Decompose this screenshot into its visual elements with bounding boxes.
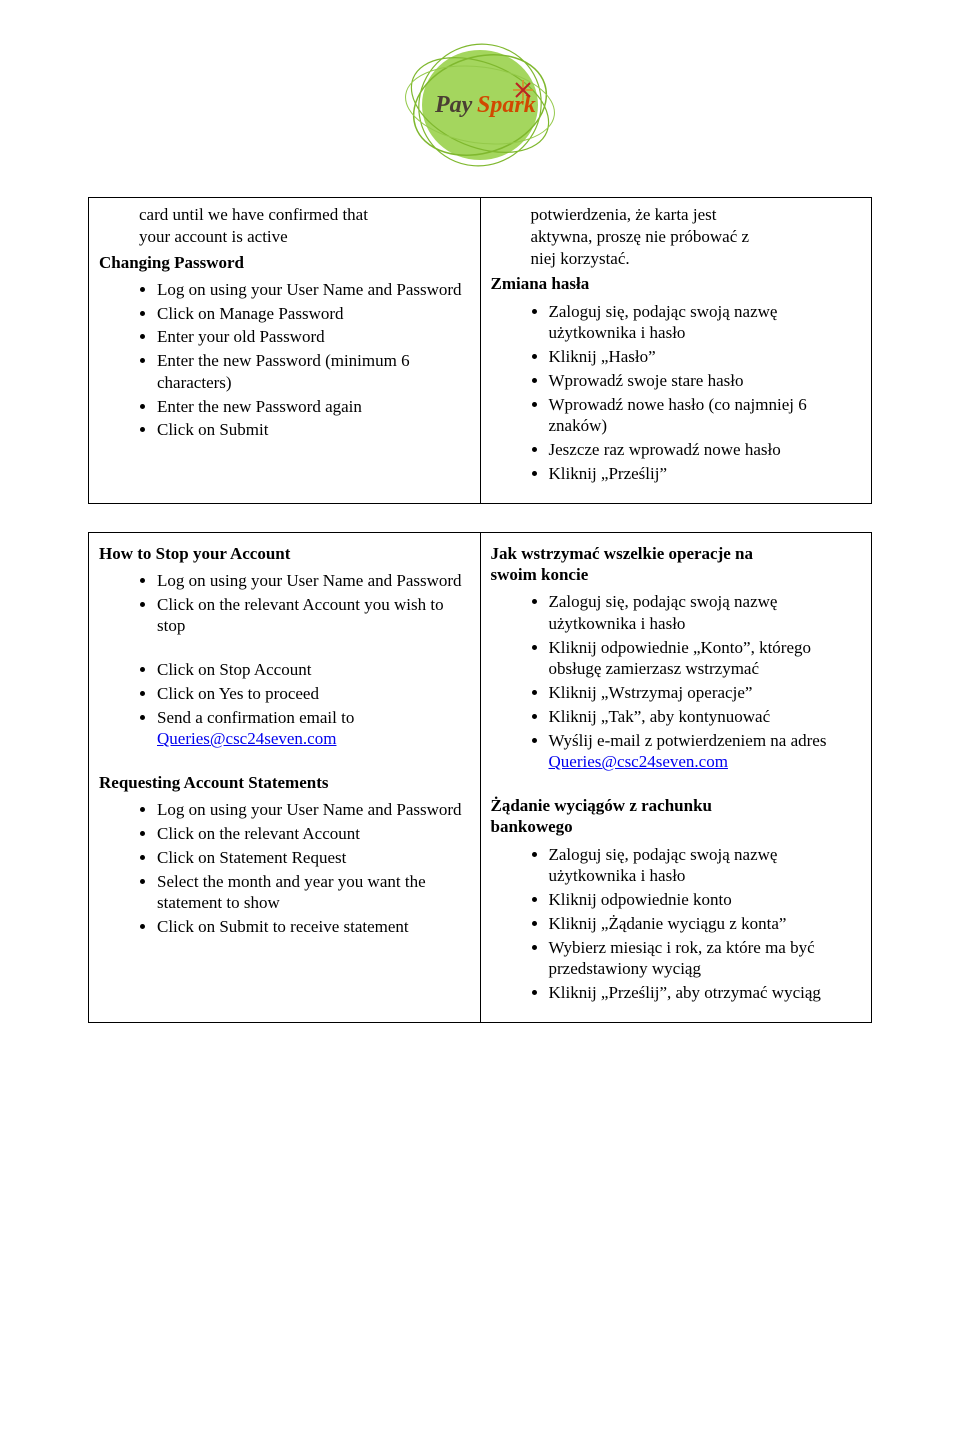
list-item: Enter the new Password (minimum 6 charac…: [157, 350, 470, 394]
heading-stop-account: How to Stop your Account: [99, 543, 470, 564]
list-item: Kliknij „Prześlij”: [549, 463, 862, 485]
email-link[interactable]: Queries@csc24seven.com: [157, 729, 336, 748]
list-item: Jeszcze raz wprowadź nowe hasło: [549, 439, 862, 461]
email-link[interactable]: Queries@csc24seven.com: [549, 752, 728, 771]
list-item: Wprowadź nowe hasło (co najmniej 6 znakó…: [549, 394, 862, 438]
list-item: Kliknij „Tak”, aby kontynuować: [549, 706, 862, 728]
list-item: Zaloguj się, podając swoją nazwę użytkow…: [549, 301, 862, 345]
logo-container: Pay Spark: [88, 30, 872, 185]
list-item: Click on Statement Request: [157, 847, 470, 869]
list-item: Kliknij „Żądanie wyciągu z konta”: [549, 913, 862, 935]
svg-text:Pay: Pay: [434, 92, 473, 118]
list-item: Send a confirmation email to Queries@csc…: [157, 707, 470, 751]
list-item: Kliknij odpowiednie konto: [549, 889, 862, 911]
list-item: Log on using your User Name and Password: [157, 799, 470, 821]
list-item: Kliknij „Wstrzymaj operacje”: [549, 682, 862, 704]
list-item: Select the month and year you want the s…: [157, 871, 470, 915]
list-statements: Log on using your User Name and Password…: [99, 799, 470, 938]
password-table: card until we have confirmed that your a…: [88, 197, 872, 504]
list-jak-wstrzymac: Zaloguj się, podając swoją nazwę użytkow…: [491, 591, 862, 773]
list-item: Kliknij odpowiednie „Konto”, którego obs…: [549, 637, 862, 681]
list-item: Enter the new Password again: [157, 396, 470, 418]
list-item: Wybierz miesiąc i rok, za które ma być p…: [549, 937, 862, 981]
list-item: Click on the relevant Account: [157, 823, 470, 845]
list-item: Enter your old Password: [157, 326, 470, 348]
intro-text-left: card until we have confirmed that your a…: [139, 204, 470, 248]
payspark-logo: Pay Spark: [395, 30, 565, 180]
list-item: Click on Yes to proceed: [157, 683, 470, 705]
list-stop-account-2: Click on Stop Account Click on Yes to pr…: [99, 659, 470, 750]
list-item: Kliknij „Prześlij”, aby otrzymać wyciąg: [549, 982, 862, 1004]
heading-statements: Requesting Account Statements: [99, 772, 470, 793]
list-item: Zaloguj się, podając swoją nazwę użytkow…: [549, 844, 862, 888]
intro-text-right: potwierdzenia, że karta jest aktywna, pr…: [531, 204, 862, 269]
list-item: Zaloguj się, podając swoją nazwę użytkow…: [549, 591, 862, 635]
list-item: Click on Submit: [157, 419, 470, 441]
list-item: Wyślij e-mail z potwierdzeniem na adres …: [549, 730, 862, 774]
heading-jak-wstrzymac: Jak wstrzymać wszelkie operacje na swoim…: [491, 543, 862, 586]
heading-zmiana-hasla: Zmiana hasła: [491, 273, 862, 294]
list-item: Click on Submit to receive statement: [157, 916, 470, 938]
list-item: Log on using your User Name and Password: [157, 570, 470, 592]
heading-changing-password: Changing Password: [99, 252, 470, 273]
list-stop-account: Log on using your User Name and Password…: [99, 570, 470, 637]
list-zmiana-hasla: Zaloguj się, podając swoją nazwę użytkow…: [491, 301, 862, 485]
list-item: Wprowadź swoje stare hasło: [549, 370, 862, 392]
list-item: Click on the relevant Account you wish t…: [157, 594, 470, 638]
list-item: Kliknij „Hasło”: [549, 346, 862, 368]
heading-zadanie-wyciagow: Żądanie wyciągów z rachunku bankowego: [491, 795, 862, 838]
account-table: How to Stop your Account Log on using yo…: [88, 532, 872, 1023]
list-zadanie-wyciagow: Zaloguj się, podając swoją nazwę użytkow…: [491, 844, 862, 1004]
list-item: Click on Manage Password: [157, 303, 470, 325]
list-item: Click on Stop Account: [157, 659, 470, 681]
svg-text:Spark: Spark: [477, 92, 536, 118]
list-changing-password: Log on using your User Name and Password…: [99, 279, 470, 441]
list-item: Log on using your User Name and Password: [157, 279, 470, 301]
